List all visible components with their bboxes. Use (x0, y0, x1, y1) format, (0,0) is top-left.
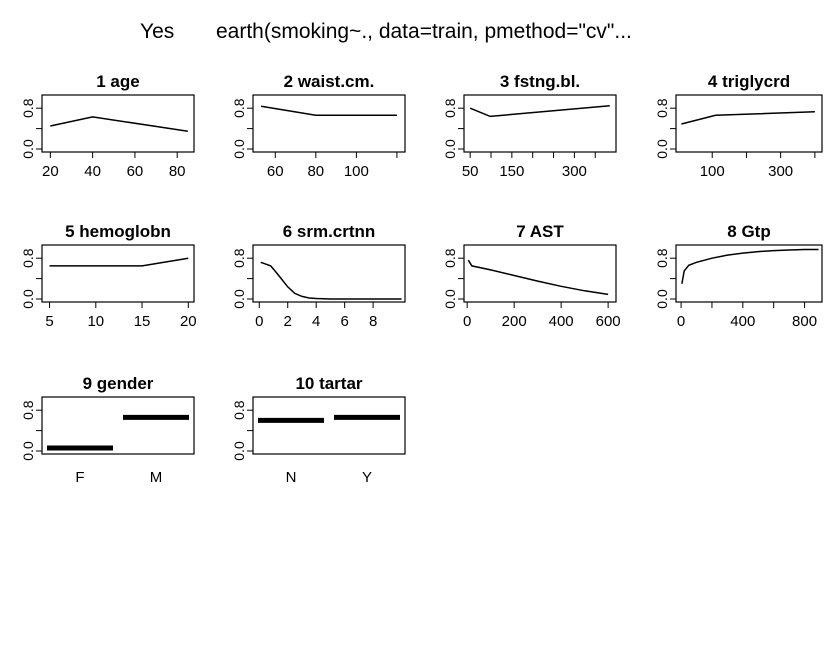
panel-9-y-tick-label: 0.8 (20, 400, 36, 420)
panel-9: 9 gender 0.0 0.8 F M (20, 374, 195, 486)
panel-7-x-tick-label: 0 (463, 313, 471, 330)
panel-1-y-tick-label: 0.0 (20, 139, 36, 159)
panel-2-series-line (260, 105, 397, 117)
panel-6-x-tick-label: 4 (312, 313, 320, 330)
panel-5-x-tick-label: 5 (45, 313, 53, 330)
panel-6-frame (252, 244, 406, 303)
panel-5-x-tick-label: 20 (180, 313, 197, 330)
panel-2-x-tick-label: 80 (307, 163, 324, 180)
panel-3-y-tick-label: 0.8 (442, 98, 458, 118)
panel-9-y-tick-label: 0.0 (20, 441, 36, 461)
panel-3-series-line (469, 104, 610, 118)
panel-2-x-tick-label: 100 (344, 163, 369, 180)
panel-2-x-tick-label: 60 (267, 163, 284, 180)
response-label: Yes (140, 20, 175, 43)
panel-8-y-tick-label: 0.0 (654, 289, 670, 309)
panel-3-x-tick-label: 150 (499, 163, 524, 180)
panel-3-title: 3 fstng.bl. (500, 72, 580, 91)
panel-5-series-line (49, 257, 189, 267)
panel-6-x-tick-label: 2 (284, 313, 292, 330)
panel-10-frame (252, 396, 406, 455)
panel-1-y-tick-label: 0.8 (20, 98, 36, 118)
panel-6-title: 6 srm.crtnn (283, 222, 376, 241)
panel-6-y-tick-label: 0.8 (231, 248, 247, 268)
panel-5-x-tick-label: 15 (134, 313, 151, 330)
panel-8: 8 Gtp 0.0 0.8 0 400 800 (654, 222, 823, 330)
panel-3-x-tick-label: 50 (462, 163, 479, 180)
panel-7-x-tick-label: 400 (549, 313, 574, 330)
panel-9-title: 9 gender (83, 374, 154, 393)
panel-10: 10 tartar 0.0 0.8 N Y (231, 374, 406, 486)
panel-4-x-tick-label: 300 (768, 163, 793, 180)
panel-6-x-tick-label: 8 (369, 313, 377, 330)
panel-2-title: 2 waist.cm. (284, 72, 375, 91)
panel-1-x-tick-label: 40 (84, 163, 101, 180)
model-call-title: earth(smoking~., data=train, pmethod="cv… (216, 20, 632, 43)
panel-7: 7 AST 0.0 0.8 0 200 400 600 (442, 222, 621, 330)
panel-10-y-tick-label: 0.0 (231, 441, 247, 461)
panel-9-frame (41, 396, 195, 455)
panel-3-y-tick-label: 0.0 (442, 139, 458, 159)
panel-7-y-tick-label: 0.8 (442, 248, 458, 268)
panel-1-frame (41, 94, 195, 153)
panel-7-series-line (467, 259, 609, 296)
panel-10-category-label: N (286, 469, 297, 486)
panel-2-frame (252, 94, 406, 153)
panel-10-category-label: Y (362, 469, 372, 486)
panel-8-title: 8 Gtp (727, 222, 770, 241)
panel-4-y-tick-label: 0.8 (654, 98, 670, 118)
panel-7-frame (463, 244, 617, 303)
panel-8-x-tick-label: 400 (730, 313, 755, 330)
panel-1: 1 age 0.0 0.8 20 40 60 80 (20, 72, 195, 180)
panel-1-x-tick-label: 60 (127, 163, 144, 180)
panel-4: 4 triglycrd 0.0 0.8 100 300 (654, 72, 823, 180)
panel-8-x-tick-label: 0 (677, 313, 685, 330)
panel-7-y-tick-label: 0.0 (442, 289, 458, 309)
panel-3: 3 fstng.bl. 0.0 0.8 50 150 300 (442, 72, 617, 180)
panel-1-x-tick-label: 80 (169, 163, 186, 180)
panel-5-y-tick-label: 0.0 (20, 289, 36, 309)
panel-8-x-tick-label: 800 (792, 313, 817, 330)
panel-5-frame (41, 244, 195, 303)
panel-6: 6 srm.crtnn 0.0 0.8 0 2 4 6 8 (231, 222, 406, 330)
panel-5-x-tick-label: 10 (87, 313, 104, 330)
panel-4-x-tick-label: 100 (700, 163, 725, 180)
panel-2: 2 waist.cm. 0.0 0.8 60 80 100 (231, 72, 406, 180)
panel-4-series-line (681, 111, 815, 125)
panel-7-x-tick-label: 600 (596, 313, 621, 330)
panel-9-category-label: F (75, 469, 84, 486)
panel-2-y-tick-label: 0.8 (231, 98, 247, 118)
panel-1-x-tick-label: 20 (42, 163, 59, 180)
panel-6-y-tick-label: 0.0 (231, 289, 247, 309)
panel-1-series-line (50, 116, 188, 132)
panel-9-category-label: M (150, 469, 163, 486)
panel-8-series-line (681, 248, 819, 284)
panel-3-x-tick-label: 300 (562, 163, 587, 180)
panel-4-y-tick-label: 0.0 (654, 139, 670, 159)
panel-6-x-tick-label: 0 (255, 313, 263, 330)
panel-5: 5 hemoglobn 0.0 0.8 5 10 15 20 (20, 222, 197, 330)
panel-10-y-tick-label: 0.8 (231, 400, 247, 420)
panel-7-x-tick-label: 200 (502, 313, 527, 330)
panel-2-y-tick-label: 0.0 (231, 139, 247, 159)
panel-8-frame (675, 244, 823, 303)
panel-7-title: 7 AST (516, 222, 564, 241)
panel-5-y-tick-label: 0.8 (20, 248, 36, 268)
panel-8-y-tick-label: 0.8 (654, 248, 670, 268)
panel-4-title: 4 triglycrd (708, 72, 790, 91)
panel-5-title: 5 hemoglobn (65, 222, 171, 241)
panel-10-title: 10 tartar (295, 374, 362, 393)
panel-1-title: 1 age (96, 72, 139, 91)
panel-4-frame (675, 94, 823, 153)
panel-6-x-tick-label: 6 (340, 313, 348, 330)
panel-6-series-line (260, 261, 402, 300)
panel-3-frame (463, 94, 617, 153)
